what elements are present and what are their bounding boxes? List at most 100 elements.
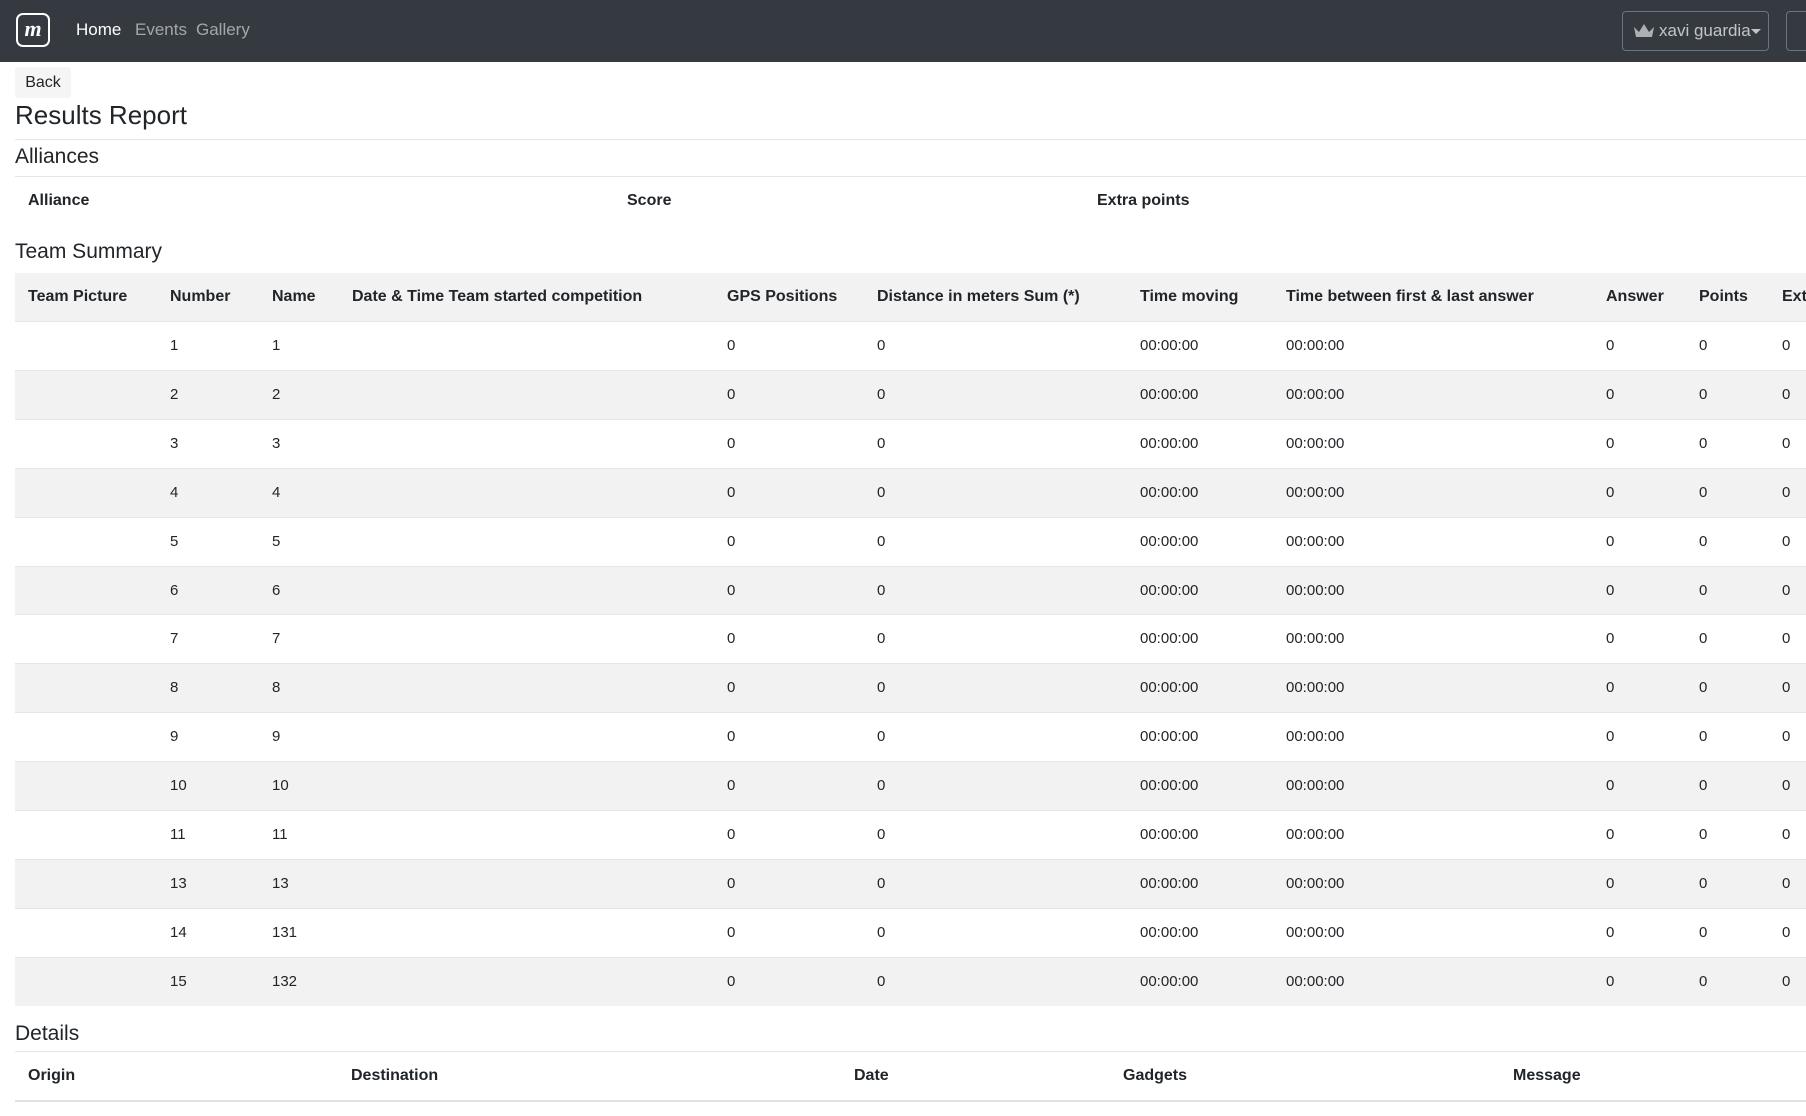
user-dropdown[interactable]: xavi guardia bbox=[1622, 11, 1769, 51]
table-cell: 14 bbox=[170, 923, 187, 941]
table-cell: 00:00:00 bbox=[1140, 874, 1199, 892]
column-header: Name bbox=[272, 288, 316, 305]
table-cell: 00:00:00 bbox=[1140, 679, 1199, 697]
column-header: Time moving bbox=[1140, 288, 1239, 305]
table-row bbox=[15, 761, 1806, 810]
table-cell: 5 bbox=[272, 532, 281, 550]
table-cell: 13 bbox=[272, 874, 289, 892]
table-cell: 0 bbox=[1782, 385, 1791, 403]
divider bbox=[15, 139, 1806, 140]
table-cell: 0 bbox=[877, 923, 886, 941]
table-row bbox=[15, 956, 1806, 1006]
table-cell: 00:00:00 bbox=[1286, 337, 1345, 354]
table-cell: 15 bbox=[170, 972, 187, 990]
table-cell: 0 bbox=[1782, 972, 1791, 990]
back-button[interactable]: Back bbox=[15, 67, 71, 98]
column-header: Time between first & last answer bbox=[1286, 288, 1534, 305]
table-cell: 00:00:00 bbox=[1286, 385, 1345, 403]
table-cell: 1 bbox=[272, 337, 281, 354]
table-row bbox=[15, 369, 1806, 419]
table-cell: 7 bbox=[170, 630, 179, 648]
table-cell: 131 bbox=[272, 923, 298, 941]
table-cell: 0 bbox=[1606, 483, 1615, 501]
table-cell: 0 bbox=[877, 972, 886, 990]
column-header: Score bbox=[627, 192, 672, 209]
table-row bbox=[15, 663, 1806, 713]
table-cell: 0 bbox=[727, 777, 736, 795]
table-cell: 00:00:00 bbox=[1140, 777, 1199, 795]
table-cell: 0 bbox=[877, 728, 886, 746]
table-cell: 0 bbox=[877, 874, 886, 892]
table-row bbox=[15, 810, 1806, 859]
table-cell: 0 bbox=[1606, 630, 1615, 648]
table-row bbox=[15, 858, 1806, 908]
logo[interactable]: m bbox=[16, 13, 50, 47]
table-cell: 0 bbox=[877, 385, 886, 403]
table-cell: 00:00:00 bbox=[1140, 581, 1199, 599]
table-row bbox=[15, 516, 1806, 566]
table-cell: 0 bbox=[1699, 826, 1708, 843]
divider bbox=[15, 176, 1806, 177]
page-title: Results Report bbox=[15, 100, 187, 130]
table-cell: 0 bbox=[1699, 581, 1708, 599]
table-cell: 0 bbox=[1699, 972, 1708, 990]
table-cell: 0 bbox=[727, 630, 736, 648]
column-header: Answer bbox=[1606, 288, 1664, 305]
table-cell: 2 bbox=[272, 385, 281, 403]
nav-link[interactable]: Gallery bbox=[196, 20, 250, 39]
table-cell: 11 bbox=[272, 826, 288, 843]
table-cell: 0 bbox=[1699, 679, 1708, 697]
table-cell: 0 bbox=[877, 483, 886, 501]
caret bbox=[1751, 29, 1761, 34]
table-cell: 0 bbox=[877, 826, 886, 843]
section-heading: Team Summary bbox=[15, 240, 163, 263]
section-heading: Alliances bbox=[15, 145, 100, 168]
table-cell: 0 bbox=[1606, 337, 1615, 354]
table-cell: 0 bbox=[1699, 434, 1708, 452]
table-cell: 0 bbox=[1782, 483, 1791, 501]
table-cell: 0 bbox=[1782, 777, 1791, 795]
nav-link[interactable]: Home bbox=[76, 20, 122, 39]
nav-link[interactable]: Events bbox=[135, 20, 187, 39]
table-cell: 0 bbox=[1782, 581, 1791, 599]
table-cell: 6 bbox=[170, 581, 179, 599]
table-cell: 0 bbox=[1606, 826, 1615, 843]
table-cell: 0 bbox=[1606, 581, 1615, 599]
table-row bbox=[15, 907, 1806, 957]
table-cell: 0 bbox=[1699, 874, 1708, 892]
table-cell: 00:00:00 bbox=[1140, 826, 1199, 843]
table-cell: 0 bbox=[1699, 777, 1708, 795]
table-header bbox=[15, 273, 1806, 321]
table-cell: 00:00:00 bbox=[1140, 923, 1199, 941]
table-cell: 0 bbox=[727, 385, 736, 403]
table-cell: 0 bbox=[1606, 679, 1615, 697]
table-cell: 00:00:00 bbox=[1286, 826, 1345, 843]
table-cell: 0 bbox=[727, 728, 736, 746]
table-cell: 0 bbox=[1606, 874, 1615, 892]
table-cell: 0 bbox=[1782, 532, 1791, 550]
table-cell: 00:00:00 bbox=[1140, 337, 1199, 354]
table-cell: 0 bbox=[727, 532, 736, 550]
table-cell: 0 bbox=[1782, 630, 1791, 648]
table-cell: 10 bbox=[272, 777, 289, 795]
table-cell: 00:00:00 bbox=[1140, 532, 1199, 550]
table-cell: 0 bbox=[727, 337, 736, 354]
user-name: xavi guardia bbox=[1659, 21, 1751, 40]
table-cell: 00:00:00 bbox=[1286, 483, 1345, 501]
table-cell: 0 bbox=[877, 532, 886, 550]
table-cell: 0 bbox=[1606, 385, 1615, 403]
crown-icon bbox=[1634, 24, 1654, 37]
table-row bbox=[15, 321, 1806, 370]
table-cell: 00:00:00 bbox=[1286, 434, 1345, 452]
column-header: Extra points bbox=[1097, 192, 1190, 209]
settings-button[interactable] bbox=[1786, 11, 1806, 51]
table-cell: 10 bbox=[170, 777, 187, 795]
table-cell: 1 bbox=[170, 337, 179, 354]
column-header: Team Picture bbox=[28, 288, 128, 305]
table-cell: 0 bbox=[877, 581, 886, 599]
table-cell: 4 bbox=[272, 483, 281, 501]
table-cell: 0 bbox=[1699, 337, 1708, 354]
table-cell: 0 bbox=[1699, 483, 1708, 501]
